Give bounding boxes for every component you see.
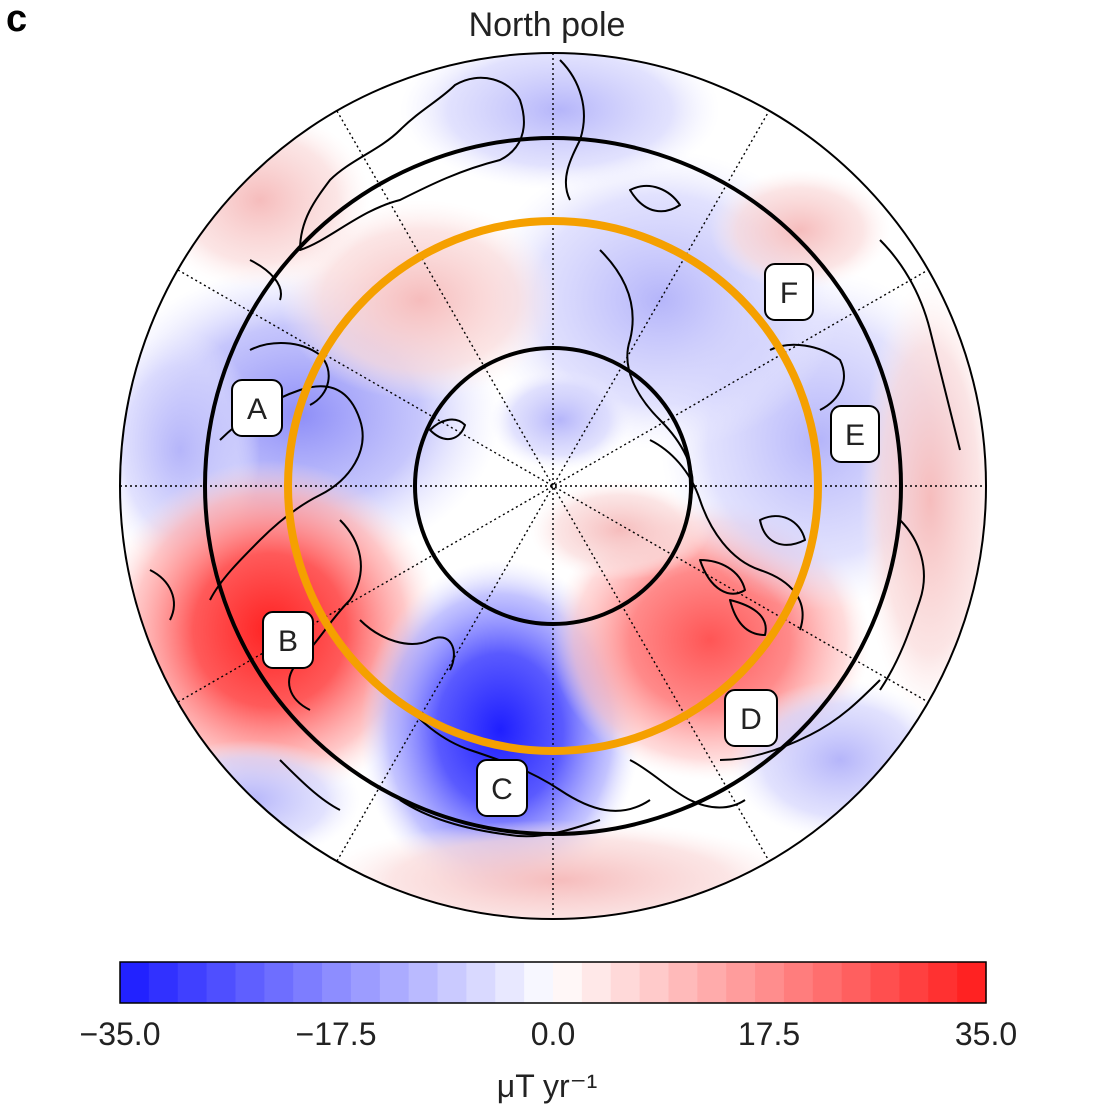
colorbar-step bbox=[148, 962, 179, 1003]
region-label-f-box bbox=[764, 263, 814, 321]
colorbar-step bbox=[495, 962, 525, 1003]
region-label-a: A bbox=[231, 379, 283, 437]
field-anomalies bbox=[120, 53, 986, 919]
colorbar-step bbox=[524, 962, 554, 1003]
colorbar-step bbox=[812, 962, 843, 1003]
colorbar-tick-zero: 0.0 bbox=[530, 1016, 576, 1052]
region-label-b-box bbox=[262, 611, 314, 669]
colorbar-frame bbox=[119, 961, 987, 1004]
colorbar-tick-min: −35.0 bbox=[79, 1016, 161, 1052]
outer-black-ring bbox=[203, 136, 903, 836]
center-pink-blob bbox=[530, 480, 710, 580]
colorbar-step bbox=[120, 962, 150, 1003]
colorbar-step bbox=[726, 962, 756, 1003]
region-label-d-box bbox=[724, 689, 778, 747]
colorbar-step bbox=[235, 962, 265, 1003]
colorbar-step bbox=[177, 962, 208, 1003]
region-label-b: B bbox=[262, 611, 314, 669]
region-label-b-text: B bbox=[278, 625, 298, 658]
colorbar-step bbox=[437, 962, 467, 1003]
colorbar bbox=[120, 962, 987, 1003]
orange-ring bbox=[284, 217, 822, 755]
region-label-e-text: E bbox=[845, 419, 865, 452]
colorbar-step bbox=[610, 962, 641, 1003]
colorbar-step bbox=[466, 962, 496, 1003]
colorbar-step bbox=[668, 962, 698, 1003]
region-label-c: C bbox=[476, 759, 528, 817]
region-label-c-box bbox=[476, 759, 528, 817]
region-label-d: D bbox=[724, 689, 778, 747]
colorbar-step bbox=[783, 962, 814, 1003]
colorbar-step bbox=[870, 962, 900, 1003]
colorbar-step bbox=[350, 962, 381, 1003]
colorbar-step bbox=[553, 962, 583, 1003]
colorbar-tick-neg-mid: −17.5 bbox=[295, 1016, 377, 1052]
south-pink-blob bbox=[320, 820, 800, 919]
east-pink-blob bbox=[860, 280, 986, 720]
region-label-a-text: A bbox=[247, 393, 267, 426]
colorbar-step bbox=[899, 962, 929, 1003]
region-label-f-text: F bbox=[780, 277, 798, 310]
colorbar-step bbox=[408, 962, 439, 1003]
colorbar-step bbox=[841, 962, 872, 1003]
colorbar-step bbox=[639, 962, 670, 1003]
colorbar-unit-label: μT yr⁻¹ bbox=[496, 1068, 598, 1104]
region-label-f: F bbox=[764, 263, 814, 321]
graticule bbox=[120, 53, 986, 919]
colorbar-tick-pos-mid: 17.5 bbox=[737, 1016, 801, 1052]
panel-letter: c bbox=[6, 0, 28, 40]
colorbar-step bbox=[293, 962, 323, 1003]
region-label-c-text: C bbox=[491, 773, 513, 806]
north-east-pink-blob bbox=[710, 170, 890, 290]
colorbar-step bbox=[322, 962, 352, 1003]
region-label-d-text: D bbox=[740, 703, 762, 736]
colorbar-tick-max: 35.0 bbox=[954, 1016, 1018, 1052]
colorbar-step bbox=[264, 962, 294, 1003]
south-west-blue-blob bbox=[140, 740, 360, 860]
colorbar-step bbox=[581, 962, 612, 1003]
outer-disc-boundary bbox=[119, 52, 987, 920]
colorbar-step bbox=[206, 962, 237, 1003]
colorbar-step bbox=[755, 962, 785, 1003]
center-blue-blob bbox=[490, 370, 630, 470]
region-label-e: E bbox=[830, 405, 880, 463]
map-title: North pole bbox=[468, 6, 626, 44]
colorbar-step bbox=[957, 962, 987, 1003]
colorbar-step bbox=[697, 962, 727, 1003]
inner-black-ring bbox=[413, 346, 693, 626]
region-label-e-box bbox=[830, 405, 880, 463]
colorbar-step bbox=[928, 962, 958, 1003]
colorbar-step bbox=[379, 962, 410, 1003]
region-label-a-box bbox=[231, 379, 283, 437]
